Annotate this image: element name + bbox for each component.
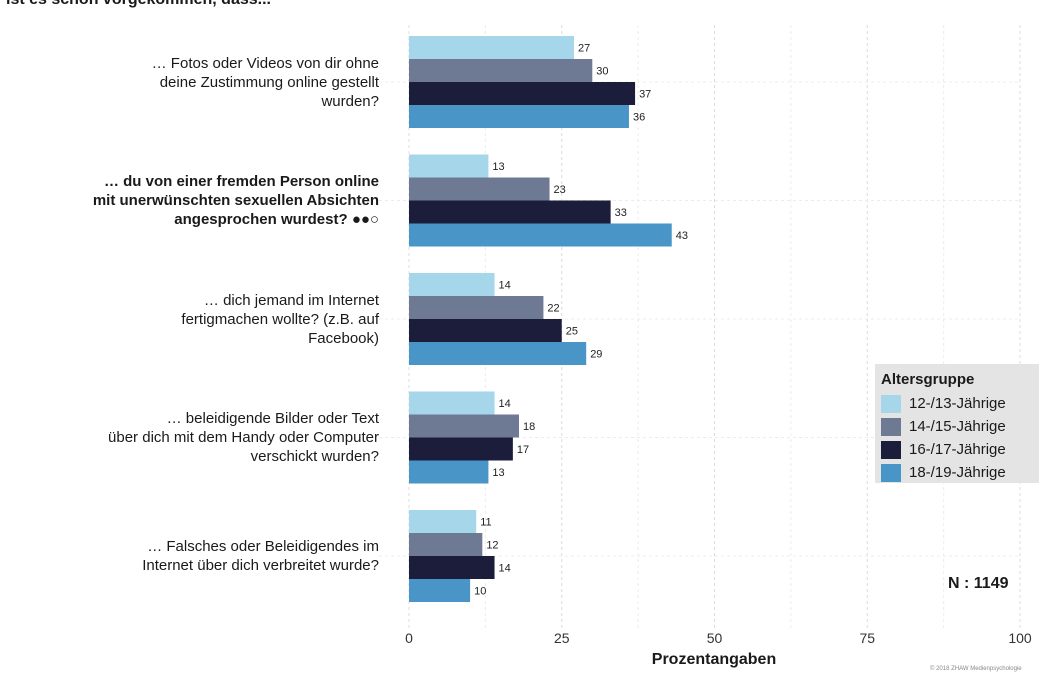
category-label-line: mit unerwünschten sexuellen Absichten: [92, 192, 379, 209]
bar: [409, 510, 477, 533]
x-tick-label: 0: [405, 630, 413, 646]
bar-value-label: 23: [554, 184, 566, 196]
legend: Altersgruppe 12-/13-Jährige 14-/15-Jährig…: [875, 364, 1039, 483]
legend-label: 18-/19-Jährige: [909, 464, 1006, 481]
bar-value-label: 17: [517, 444, 529, 456]
legend-swatch: [881, 394, 901, 413]
category-label: … du von einer fremden Person online mit …: [93, 172, 379, 229]
legend-item: 18-/19-Jährige: [881, 461, 1033, 484]
bar-value-label: 27: [578, 43, 590, 55]
bar-value-label: 18: [523, 421, 535, 433]
bar-value-label: 12: [486, 540, 498, 552]
x-tick-label: 75: [859, 630, 875, 646]
bar-value-label: 37: [639, 89, 651, 101]
category-label-line: Internet über dich verbreitet wurde?: [142, 557, 379, 574]
bar-value-label: 43: [676, 230, 688, 242]
bar-value-label: 14: [499, 280, 511, 292]
legend-label: 16-/17-Jährige: [909, 441, 1006, 458]
sample-size-label: N : 1149: [948, 575, 1009, 592]
bar-value-label: 36: [633, 112, 645, 124]
x-tick-label: 100: [1008, 630, 1032, 646]
bar-value-label: 29: [590, 349, 602, 361]
bar-value-label: 25: [566, 326, 578, 338]
bar: [409, 36, 574, 59]
legend-swatch: [881, 463, 901, 482]
x-axis-ticks: 0 25 50 75 100: [405, 630, 1032, 646]
bar: [409, 59, 593, 82]
legend-items: 12-/13-Jährige 14-/15-Jährige 16-/17-Jähri…: [881, 392, 1033, 484]
bar-value-label: 14: [499, 398, 511, 410]
category-label-line: über dich mit dem Handy oder Computer: [108, 429, 379, 446]
legend-label: 12-/13-Jährige: [909, 395, 1006, 412]
category-label-line: angesprochen wurdest? ●●○: [174, 211, 379, 228]
category-label-line: … Falsches oder Beleidigendes im: [147, 538, 379, 555]
chart-title-fragment: ist es schon vorgekommen, dass...: [6, 0, 271, 9]
bar: [409, 177, 550, 201]
category-label-line: deine Zustimmung online gestellt: [159, 73, 379, 91]
bar: [409, 82, 636, 105]
legend-label: 14-/15-Jährige: [909, 418, 1006, 435]
legend-swatch: [881, 440, 901, 459]
bar: [409, 154, 489, 178]
bar: [409, 414, 519, 438]
legend-item: 16-/17-Jährige: [881, 438, 1033, 461]
legend-swatch: [881, 417, 901, 436]
category-label: … dich jemand im Internet fertigmachen wo…: [181, 291, 379, 348]
bar: [409, 437, 513, 461]
category-label-line: fertigmachen wollte? (z.B. auf: [181, 310, 379, 328]
bar: [409, 105, 629, 128]
category-label-line: Facebook): [308, 329, 379, 347]
bar: [409, 533, 483, 556]
category-label-line: … Fotos oder Videos von dir ohne: [151, 54, 379, 72]
legend-item: 12-/13-Jährige: [881, 392, 1033, 415]
x-tick-label: 25: [554, 630, 570, 646]
bar-value-label: 22: [547, 303, 559, 315]
bar-value-label: 11: [480, 517, 491, 529]
bar: [409, 556, 495, 579]
category-label-line: wurden?: [321, 92, 379, 110]
category-label: … Falsches oder Beleidigendes im Internet…: [142, 537, 379, 575]
legend-title: Altersgruppe: [881, 371, 975, 388]
bar: [409, 342, 587, 365]
bar-value-label: 14: [499, 563, 511, 575]
category-label-line: … dich jemand im Internet: [203, 291, 379, 309]
bar: [409, 223, 672, 247]
category-label-line: … beleidigende Bilder oder Text: [166, 410, 379, 427]
bar-value-label: 30: [596, 66, 608, 78]
x-tick-label: 50: [707, 630, 723, 646]
category-label: … Fotos oder Videos von dir ohne deine Zu…: [152, 54, 379, 111]
bar-value-label: 33: [615, 207, 627, 219]
bar-value-label: 13: [492, 161, 504, 173]
category-label-line: verschickt wurden?: [250, 448, 379, 465]
bar: [409, 391, 495, 415]
bar: [409, 319, 562, 342]
bar: [409, 273, 495, 296]
bar: [409, 200, 611, 224]
bar-value-label: 10: [474, 586, 486, 598]
copyright-note: © 2018 ZHAW Medienpsychologie: [930, 666, 1022, 672]
bar: [409, 460, 489, 484]
category-label: … beleidigende Bilder oder Text über dich…: [108, 409, 379, 466]
bar: [409, 296, 544, 319]
legend-item: 14-/15-Jährige: [881, 415, 1033, 438]
category-label-line: … du von einer fremden Person online: [103, 173, 379, 190]
bar-value-label: 13: [492, 467, 504, 479]
x-axis-label: Prozentangaben: [652, 651, 776, 668]
bar: [409, 579, 471, 602]
